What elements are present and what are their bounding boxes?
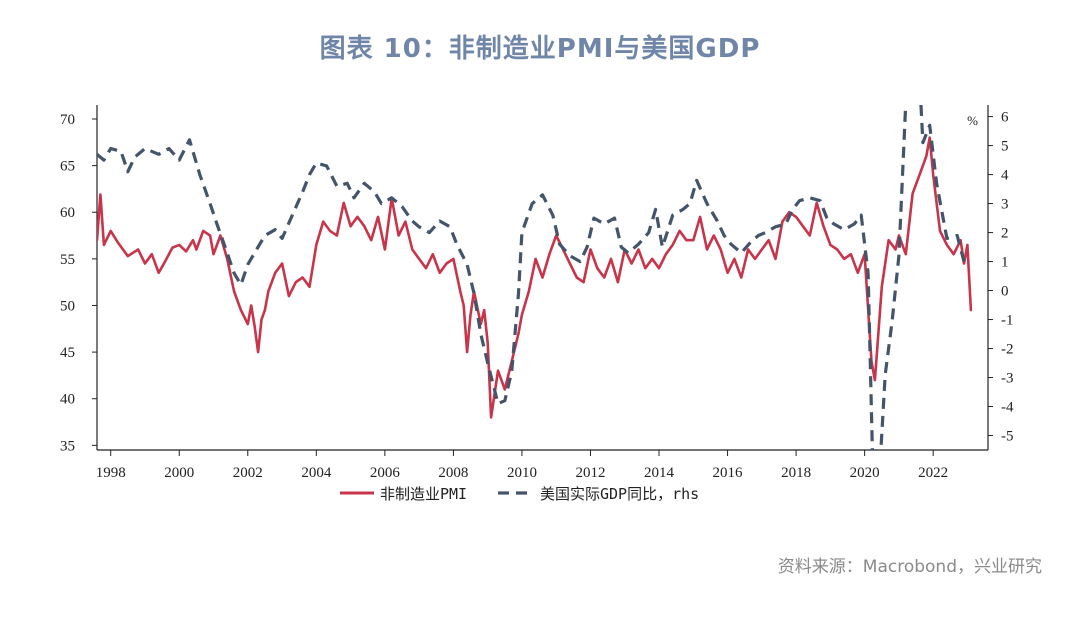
y-right-tick-label: 2 [1001,226,1009,242]
y-left-tick-label: 40 [60,392,75,408]
x-tick-label: 2004 [301,465,332,481]
y-left-tick-label: 45 [60,345,75,361]
x-tick-label: 2016 [713,465,744,481]
y-right-tick-label: 0 [1001,284,1009,300]
y-right-tick-label: 1 [1001,255,1009,271]
y-right-tick-label: -2 [1001,342,1014,358]
y-right-tick-label: 5 [1001,139,1009,155]
series-line-pmi [97,136,973,419]
y-right-tick-label: -5 [1001,429,1014,445]
x-tick-label: 2006 [370,465,401,481]
chart-lines [97,105,973,450]
x-tick-label: 2020 [850,465,880,481]
chart-legend: 非制造业PMI 美国实际GDP同比，rhs [340,485,699,503]
y-left-tick-label: 60 [60,205,75,221]
y-left-tick-label: 35 [60,438,75,454]
y-right-tick-label: -4 [1001,400,1014,416]
y-left-tick-label: 55 [60,252,75,268]
page-title: 图表 10：非制造业PMI与美国GDP [319,34,761,64]
x-tick-label: 2000 [164,465,194,481]
legend-label-pmi: 非制造业PMI [380,485,467,503]
x-tick-label: 2008 [438,465,468,481]
y-right-tick-label: 3 [1001,197,1009,213]
y-right-tick-label: -3 [1001,371,1014,387]
x-tick-label: 2010 [507,465,537,481]
legend-label-gdp: 美国实际GDP同比，rhs [540,485,699,503]
y-left-tick-label: 50 [60,298,75,314]
y-left-tick-label: 70 [60,112,75,128]
source-note: 资料来源：Macrobond，兴业研究 [777,557,1042,577]
x-tick-label: 2022 [918,465,948,481]
y-left-tick-label: 65 [60,159,75,175]
x-tick-label: 2002 [233,465,263,481]
x-tick-label: 1998 [96,465,126,481]
x-tick-label: 2012 [575,465,605,481]
y-right-tick-label: -1 [1001,313,1014,329]
y-right-tick-label: 4 [1001,168,1009,184]
y-right-tick-label: 6 [1001,110,1009,126]
y-right-unit-label: % [967,113,978,128]
x-tick-label: 2014 [644,465,675,481]
x-tick-label: 2018 [781,465,811,481]
